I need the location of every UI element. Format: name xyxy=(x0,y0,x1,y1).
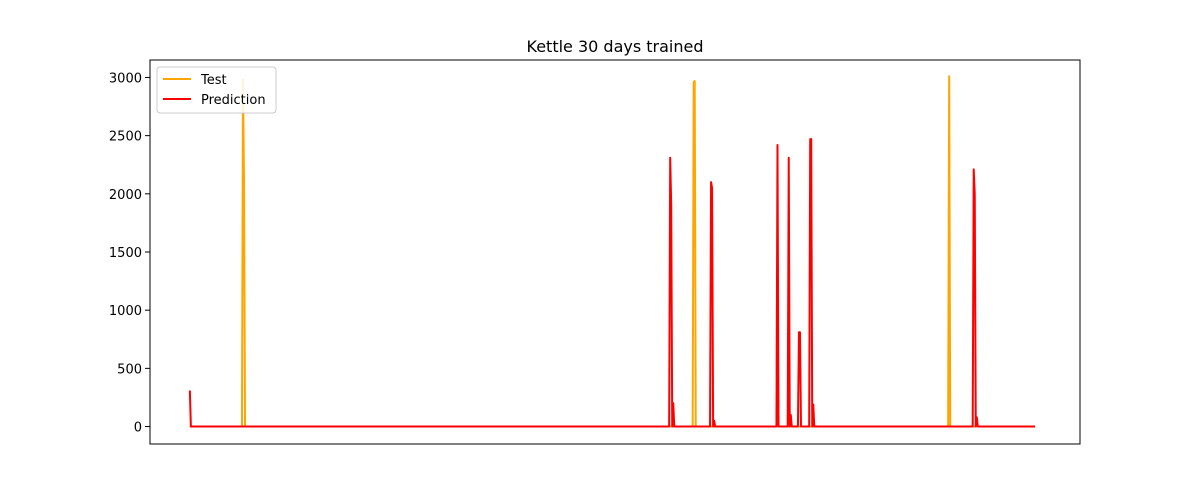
legend-label-prediction: Prediction xyxy=(201,93,266,108)
series-line-prediction xyxy=(188,138,1036,428)
y-tick-label: 3000 xyxy=(109,71,142,86)
axes-frame xyxy=(149,59,1081,445)
chart-title: Kettle 30 days trained xyxy=(527,37,704,56)
legend: Test Prediction xyxy=(156,66,277,114)
legend-label-test: Test xyxy=(200,73,227,88)
y-tick-label: 2500 xyxy=(109,130,142,145)
y-tick-label: 1000 xyxy=(109,304,142,319)
y-tick-label: 2000 xyxy=(109,188,142,203)
y-tick-label: 0 xyxy=(134,421,142,436)
y-axis: 0 500 1000 1500 2000 2500 3000 xyxy=(109,71,150,436)
y-tick-label: 500 xyxy=(117,362,142,377)
y-tick-label: 1500 xyxy=(109,246,142,261)
